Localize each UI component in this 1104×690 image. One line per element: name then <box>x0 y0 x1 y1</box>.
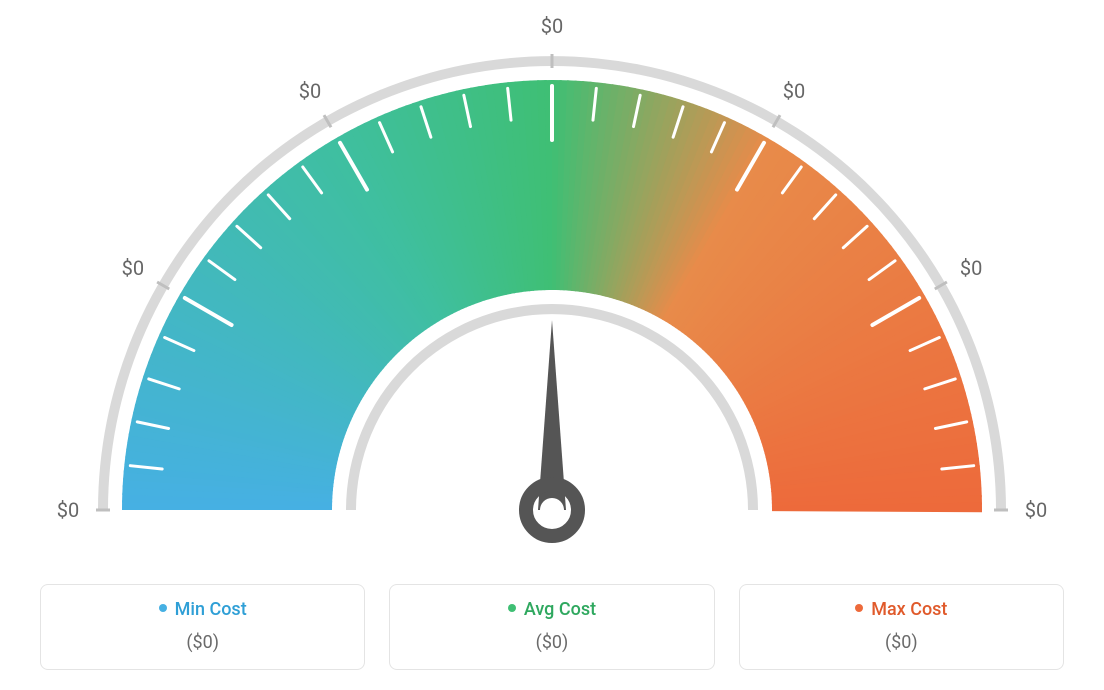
legend-card-max: Max Cost ($0) <box>739 584 1064 670</box>
gauge-chart-container: $0 $0 $0 $0 $0 $0 $0 Min Cost ($0) Avg Cost ($… <box>0 0 1104 690</box>
legend-row: Min Cost ($0) Avg Cost ($0) Max Cost ($0… <box>40 584 1064 670</box>
gauge-svg <box>0 0 1104 560</box>
gauge-tick-label: $0 <box>960 256 982 280</box>
legend-value-avg: ($0) <box>400 632 703 653</box>
legend-card-min: Min Cost ($0) <box>40 584 365 670</box>
legend-title-max: Max Cost <box>750 599 1053 620</box>
gauge-tick-label: $0 <box>299 79 321 103</box>
legend-label: Max Cost <box>871 599 947 620</box>
gauge-tick-label: $0 <box>1025 498 1047 522</box>
legend-title-min: Min Cost <box>51 599 354 620</box>
gauge-tick-label: $0 <box>783 79 805 103</box>
legend-label: Avg Cost <box>524 599 596 620</box>
dot-icon <box>159 604 167 612</box>
legend-title-avg: Avg Cost <box>400 599 703 620</box>
legend-card-avg: Avg Cost ($0) <box>389 584 714 670</box>
legend-value-min: ($0) <box>51 632 354 653</box>
gauge-area: $0 $0 $0 $0 $0 $0 $0 <box>0 0 1104 560</box>
dot-icon <box>508 604 516 612</box>
legend-label: Min Cost <box>175 599 247 620</box>
dot-icon <box>855 604 863 612</box>
gauge-tick-label: $0 <box>122 256 144 280</box>
gauge-tick-label: $0 <box>541 14 563 38</box>
legend-value-max: ($0) <box>750 632 1053 653</box>
gauge-tick-label: $0 <box>57 498 79 522</box>
